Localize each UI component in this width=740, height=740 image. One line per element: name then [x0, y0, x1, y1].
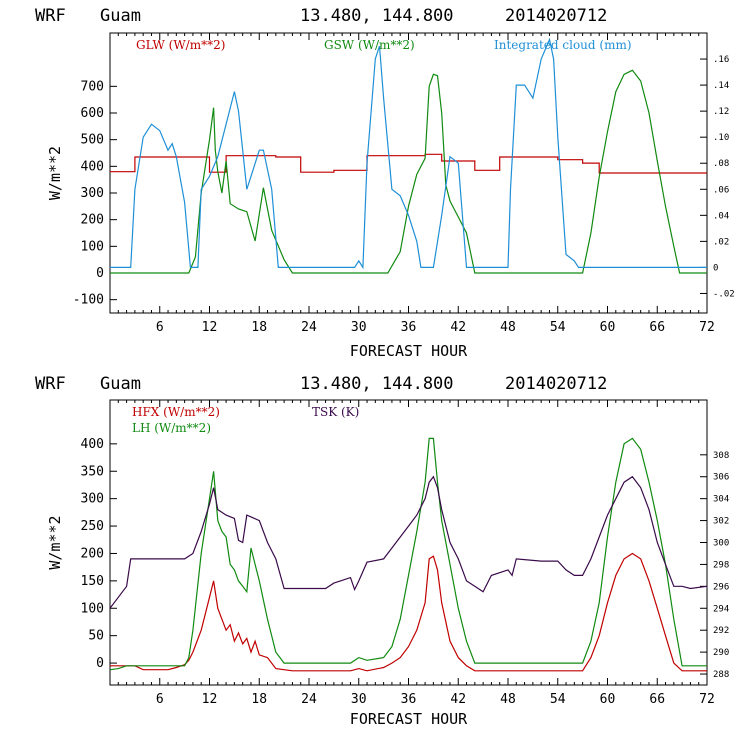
- y-tick-label: 150: [81, 574, 104, 589]
- y2-tick-label: .04: [713, 211, 729, 221]
- x-axis-label: FORECAST HOUR: [350, 342, 468, 360]
- y-tick-label: 500: [81, 133, 104, 148]
- y2-tick-label: 294: [713, 604, 729, 614]
- y-tick-label: 700: [81, 79, 104, 94]
- series-line-glw: [110, 153, 707, 174]
- y2-tick-label: .02: [713, 237, 729, 247]
- series-line-tsk: [110, 475, 707, 609]
- y-tick-label: 600: [81, 106, 104, 121]
- y2-tick-label: 292: [713, 626, 729, 636]
- x-tick-label: 12: [202, 692, 218, 707]
- legend-entry: LH (W/m**2): [132, 421, 211, 435]
- x-axis-label: FORECAST HOUR: [350, 710, 468, 728]
- x-tick-label: 18: [251, 320, 267, 335]
- y-tick-label: -100: [73, 293, 104, 308]
- x-tick-label: 6: [156, 320, 164, 335]
- y-tick-label: 250: [81, 519, 104, 534]
- x-tick-label: 42: [450, 320, 466, 335]
- y-tick-label: 300: [81, 186, 104, 201]
- x-tick-label: 36: [401, 692, 417, 707]
- y2-tick-label: 306: [713, 473, 729, 483]
- header-init: 2014020712: [505, 6, 607, 26]
- y-tick-label: 0: [96, 656, 104, 671]
- header-model: WRF: [35, 374, 66, 394]
- legend-entry: TSK (K): [312, 405, 359, 419]
- x-tick-label: 6: [156, 692, 164, 707]
- header-coords: 13.480, 144.800: [300, 374, 454, 394]
- x-tick-label: 48: [500, 692, 516, 707]
- series-line-lh: [110, 437, 707, 671]
- y2-tick-label: .10: [713, 133, 729, 143]
- series-line-gsw: [110, 69, 707, 274]
- header-coords: 13.480, 144.800: [300, 6, 454, 26]
- x-tick-label: 72: [699, 320, 715, 335]
- x-tick-label: 30: [351, 692, 367, 707]
- x-tick-label: 24: [301, 320, 317, 335]
- y-tick-label: 300: [81, 492, 104, 507]
- chart-header: WRF Guam 13.480, 144.800 2014020712: [35, 374, 607, 394]
- x-tick-label: 30: [351, 320, 367, 335]
- header-model: WRF: [35, 6, 66, 26]
- y-tick-label: 400: [81, 159, 104, 174]
- y2-tick-label: .08: [713, 159, 729, 169]
- legend-entry: Integrated cloud (mm): [494, 38, 632, 52]
- y-tick-label: 350: [81, 464, 104, 479]
- header-station: Guam: [100, 374, 141, 394]
- y2-tick-label: 296: [713, 582, 729, 592]
- header-init: 2014020712: [505, 374, 607, 394]
- y-axis-label: W/m**2: [46, 146, 64, 200]
- y-tick-label: 0: [96, 266, 104, 281]
- y2-tick-label: 304: [713, 495, 729, 505]
- x-tick-label: 18: [251, 692, 267, 707]
- x-tick-label: 66: [649, 320, 665, 335]
- y2-tick-label: 288: [713, 670, 729, 680]
- y2-tick-label: .14: [713, 81, 729, 91]
- chart-panel-1: WRF Guam 13.480, 144.800 2014020712 6 12 18 24 3…: [35, 6, 735, 360]
- chart-header: WRF Guam 13.480, 144.800 2014020712: [35, 6, 607, 26]
- x-tick-label: 54: [550, 320, 566, 335]
- y2-tick-label: .16: [713, 55, 729, 65]
- y-tick-label: 400: [81, 437, 104, 452]
- header-station: Guam: [100, 6, 141, 26]
- x-tick-label: 36: [401, 320, 417, 335]
- y-tick-label: 200: [81, 546, 104, 561]
- y2-tick-label: -.02: [713, 289, 735, 299]
- series-line-hfx: [110, 552, 707, 672]
- y2-tick-label: 308: [713, 451, 729, 461]
- x-tick-label: 54: [550, 692, 566, 707]
- x-tick-label: 42: [450, 692, 466, 707]
- series-line-integrated-cloud: [110, 37, 707, 270]
- x-tick-label: 48: [500, 320, 516, 335]
- x-tick-label: 72: [699, 692, 715, 707]
- chart-panel-2: WRF Guam 13.480, 144.800 2014020712 6 12 18 24 3…: [35, 374, 729, 728]
- y2-tick-label: .12: [713, 107, 729, 117]
- x-tick-label: 24: [301, 692, 317, 707]
- y2-tick-label: 300: [713, 539, 729, 549]
- legend-entry: GSW (W/m**2): [324, 38, 415, 52]
- y-tick-label: 200: [81, 213, 104, 228]
- y-tick-label: 50: [88, 629, 104, 644]
- x-tick-label: 12: [202, 320, 218, 335]
- y-tick-label: 100: [81, 239, 104, 254]
- y2-tick-label: 302: [713, 517, 729, 527]
- y2-tick-label: .06: [713, 185, 729, 195]
- legend-entry: HFX (W/m**2): [132, 405, 220, 419]
- legend-entry: GLW (W/m**2): [136, 38, 225, 52]
- x-tick-label: 60: [600, 692, 616, 707]
- y-tick-label: 100: [81, 601, 104, 616]
- y2-tick-label: 0: [713, 263, 718, 273]
- x-tick-label: 66: [649, 692, 665, 707]
- y-axis-label: W/m**2: [46, 515, 64, 569]
- x-tick-label: 60: [600, 320, 616, 335]
- plot-frame: [109, 399, 708, 686]
- y2-tick-label: 290: [713, 648, 729, 658]
- y2-tick-label: 298: [713, 560, 729, 570]
